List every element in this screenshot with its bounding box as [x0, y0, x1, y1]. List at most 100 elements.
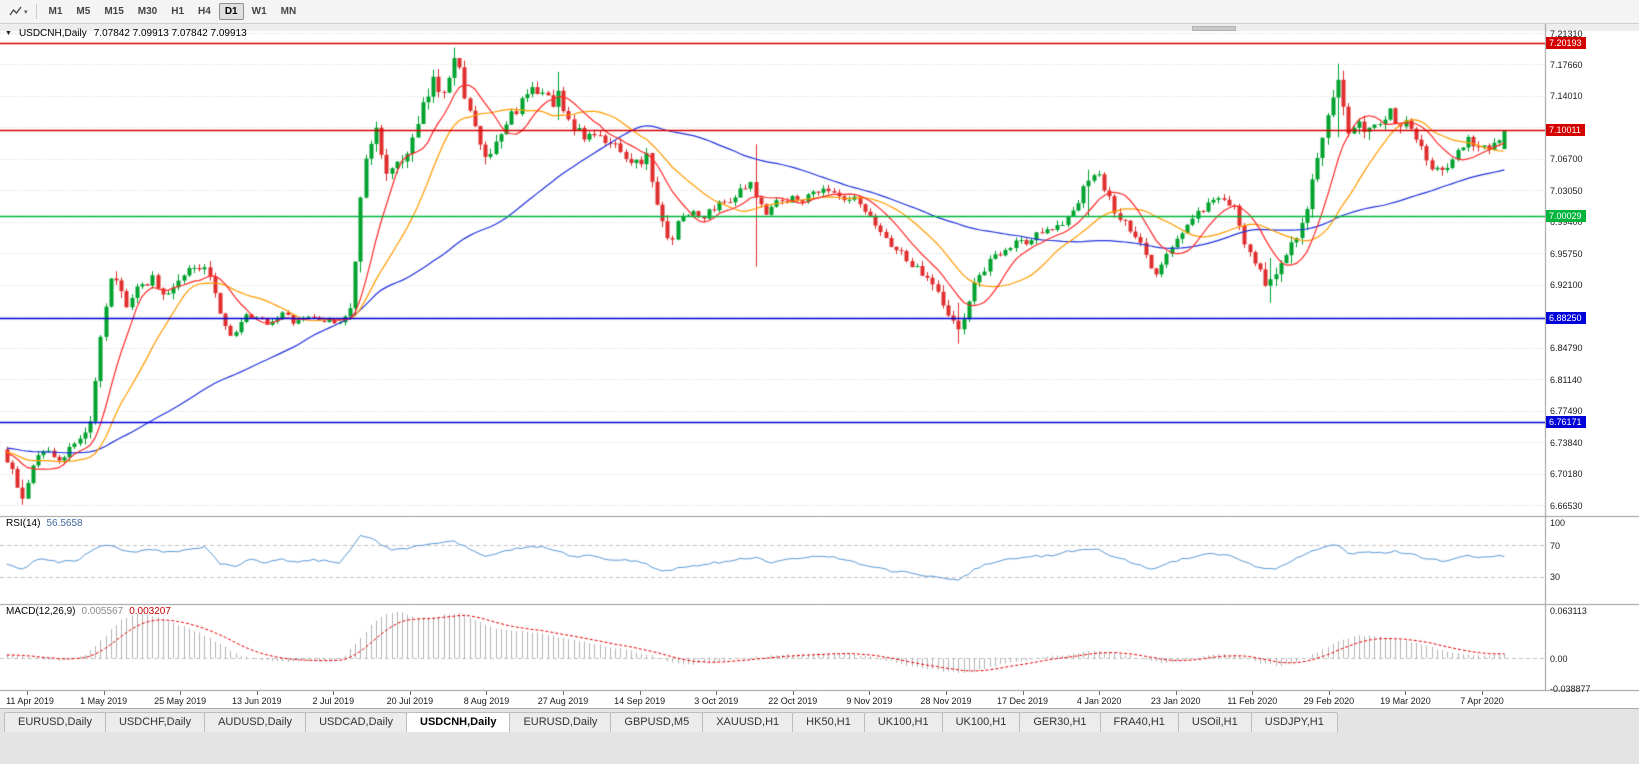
line-chart-icon — [9, 6, 22, 16]
time-tick-label: 1 May 2019 — [80, 696, 128, 706]
chart-tab-eurusd-daily[interactable]: EURUSD,Daily — [4, 712, 106, 732]
price-tick-label: 6.95750 — [1550, 248, 1583, 259]
time-tick-mark — [333, 691, 335, 695]
chart-tab-usoil-h1[interactable]: USOil,H1 — [1177, 712, 1252, 732]
chart-tab-uk100-h1[interactable]: UK100,H1 — [863, 712, 943, 732]
macd-level-label: 0.063113 — [1550, 605, 1587, 616]
chart-tab-audusd-daily[interactable]: AUDUSD,Daily — [204, 712, 307, 732]
time-tick-mark — [792, 691, 794, 695]
time-tick-label: 7 Apr 2020 — [1460, 696, 1504, 706]
timeframe-toolbar: ▾ M1 M5 M15 M30 H1 H4 D1 W1 MN — [0, 0, 1639, 24]
time-tick-mark — [639, 691, 641, 695]
time-tick-label: 11 Apr 2019 — [6, 696, 54, 706]
price-level-label: 7.20193 — [1546, 36, 1586, 49]
time-tick-mark — [716, 691, 718, 695]
time-tick-label: 11 Feb 2020 — [1227, 696, 1278, 706]
timeframe-buttons: M1 M5 M15 M30 H1 H4 D1 W1 MN — [43, 3, 305, 20]
collapse-arrow-icon[interactable]: ▼ — [5, 29, 12, 37]
timeframe-button-m5[interactable]: M5 — [76, 6, 91, 17]
chart-hscrollbar-thumb[interactable] — [1192, 26, 1236, 31]
macd-signal-value: 0.003207 — [129, 606, 171, 617]
chart-tab-fra40-h1[interactable]: FRA40,H1 — [1099, 712, 1179, 732]
rsi-level-label: 100 — [1550, 517, 1566, 528]
time-tick-label: 29 Feb 2020 — [1303, 696, 1355, 706]
rsi-indicator-label: RSI(14) 56.5658 — [6, 518, 83, 529]
price-level-label: 7.10011 — [1546, 124, 1585, 137]
time-tick-mark — [409, 691, 411, 695]
macd-main-value: 0.005567 — [81, 606, 124, 617]
time-tick-mark — [563, 691, 565, 695]
chart-window: ▼ USDCNH,Daily 7.07842 7.09913 7.07842 7… — [0, 24, 1639, 708]
timeframe-button-m30[interactable]: M30 — [137, 6, 158, 17]
chart-tab-hk50-h1[interactable]: HK50,H1 — [792, 712, 865, 732]
time-tick-label: 27 Aug 2019 — [537, 696, 589, 706]
chart-tab-usdcad-daily[interactable]: USDCAD,Daily — [305, 712, 408, 732]
time-tick-mark — [1099, 691, 1101, 695]
price-tick-label: 6.77490 — [1550, 406, 1583, 417]
chart-tab-ger30-h1[interactable]: GER30,H1 — [1019, 712, 1101, 732]
price-level-label: 6.76171 — [1546, 415, 1586, 428]
time-tick-label: 2 Jul 2019 — [312, 696, 355, 706]
chart-title: ▼ USDCNH,Daily 7.07842 7.09913 7.07842 7… — [5, 27, 247, 39]
timeframe-button-h4[interactable]: H4 — [198, 6, 211, 17]
time-tick-mark — [1022, 691, 1024, 695]
chart-tab-usdjpy-h1[interactable]: USDJPY,H1 — [1250, 712, 1338, 732]
price-tick-label: 6.66530 — [1550, 500, 1583, 511]
macd-name: MACD(12,26,9) — [6, 606, 76, 617]
price-tick-label: 6.70180 — [1550, 469, 1583, 480]
chart-tool-icon[interactable]: ▾ — [4, 2, 33, 21]
time-tick-label: 14 Sep 2019 — [614, 696, 666, 706]
price-tick-label: 7.03050 — [1550, 185, 1583, 196]
toolbar-separator — [35, 4, 37, 19]
timeframe-button-d1[interactable]: D1 — [218, 3, 244, 20]
chart-tab-gbpusd-m5[interactable]: GBPUSD,M5 — [610, 712, 704, 732]
symbol-period-label: USDCNH,Daily — [18, 27, 87, 39]
price-tick-label: 7.17660 — [1550, 59, 1583, 70]
time-tick-mark — [180, 691, 182, 695]
time-tick-mark — [27, 691, 28, 695]
time-tick-mark — [256, 691, 258, 695]
time-tick-mark — [1328, 691, 1330, 695]
price-tick-label: 7.14010 — [1550, 91, 1583, 102]
time-tick-label: 19 Mar 2020 — [1380, 696, 1431, 706]
timeframe-button-w1[interactable]: W1 — [251, 6, 267, 17]
price-tick-label: 6.81140 — [1550, 374, 1582, 385]
time-axis[interactable]: 11 Apr 2019 1 May 2019 25 May 2019 13 Jun 2… — [0, 690, 1545, 708]
chart-tab-usdchf-daily[interactable]: USDCHF,Daily — [104, 712, 206, 732]
time-tick-mark — [869, 691, 871, 695]
timeframe-button-m1[interactable]: M1 — [48, 6, 63, 17]
time-tick-label: 28 Nov 2019 — [920, 696, 972, 706]
price-level-label: 6.88250 — [1546, 311, 1586, 324]
macd-level-label: 0.00 — [1550, 653, 1568, 664]
rsi-name: RSI(14) — [6, 518, 41, 529]
timeframe-button-mn[interactable]: MN — [280, 6, 297, 17]
time-tick-label: 3 Oct 2019 — [694, 696, 739, 706]
rsi-value: 56.5658 — [46, 518, 83, 529]
macd-indicator-label: MACD(12,26,9) 0.005567 0.003207 — [6, 606, 171, 617]
chevron-down-icon: ▾ — [24, 8, 28, 16]
timeframe-button-h1[interactable]: H1 — [171, 6, 185, 17]
time-tick-label: 13 Jun 2019 — [231, 696, 282, 706]
price-axis: 7.213107.176607.140107.103607.067007.030… — [1545, 24, 1639, 694]
chart-tabs: EURUSD,Daily USDCHF,Daily AUDUSD,Daily USDC… — [0, 709, 1639, 732]
time-tick-label: 4 Jan 2020 — [1076, 696, 1122, 706]
price-tick-label: 6.73840 — [1550, 437, 1583, 448]
chart-tab-usdcnh-daily[interactable]: USDCNH,Daily — [406, 712, 511, 732]
chart-tab-uk100-h1[interactable]: UK100,H1 — [941, 712, 1021, 732]
price-level-label: 7.00029 — [1546, 210, 1586, 223]
time-tick-mark — [1252, 691, 1254, 695]
rsi-level-label: 30 — [1550, 572, 1561, 583]
price-tick-label: 7.06700 — [1550, 154, 1583, 165]
macd-level-label: -0.038877 — [1550, 683, 1591, 694]
time-tick-label: 22 Oct 2019 — [768, 696, 818, 706]
time-tick-mark — [1405, 691, 1407, 695]
time-tick-mark — [1175, 691, 1177, 695]
price-tick-label: 7.21310 — [1550, 28, 1583, 39]
chart-canvas[interactable] — [0, 24, 1639, 708]
time-tick-label: 20 Jul 2019 — [386, 696, 434, 706]
time-tick-label: 23 Jan 2020 — [1150, 696, 1201, 706]
ohlc-values: 7.07842 7.09913 7.07842 7.09913 — [93, 27, 247, 39]
chart-tab-xauusd-h1[interactable]: XAUUSD,H1 — [702, 712, 794, 732]
timeframe-button-m15[interactable]: M15 — [104, 6, 124, 17]
chart-tab-eurusd-daily[interactable]: EURUSD,Daily — [509, 712, 612, 732]
